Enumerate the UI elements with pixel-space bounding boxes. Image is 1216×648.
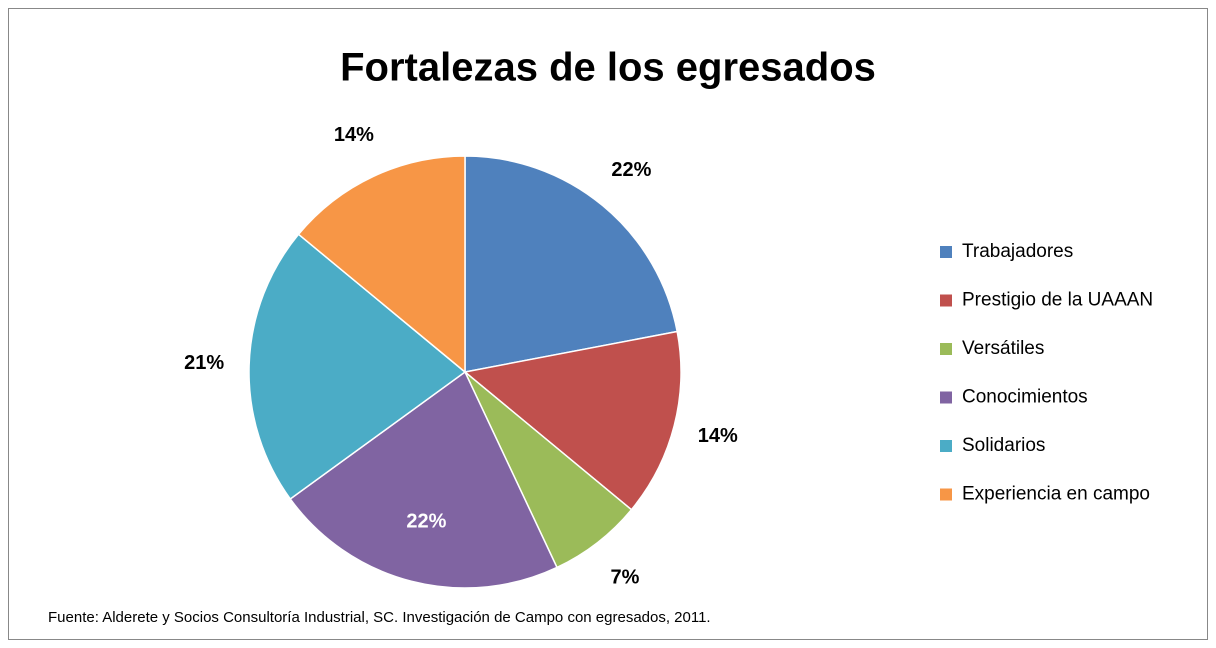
legend-swatch <box>940 488 952 501</box>
data-label: 22% <box>406 510 446 532</box>
legend-swatch <box>940 440 952 452</box>
data-label: 14% <box>698 425 738 447</box>
pie-slice <box>464 155 679 373</box>
pie-slice <box>297 155 466 374</box>
chart-title: Fortalezas de los egresados <box>340 46 876 90</box>
data-label: 21% <box>184 352 224 374</box>
legend-label: Prestigio de la UAAAN <box>962 290 1153 311</box>
data-label: 14% <box>334 124 374 146</box>
legend-label: Versátiles <box>962 338 1044 359</box>
data-label: 7% <box>611 567 640 589</box>
legend-swatch <box>940 391 952 404</box>
pie-slice <box>463 330 682 511</box>
legend-label: Experiencia en campo <box>962 484 1150 505</box>
pie-slice <box>248 233 467 501</box>
legend-label: Solidarios <box>962 435 1045 456</box>
legend-label: Conocimientos <box>962 387 1088 408</box>
source-note: Fuente: Alderete y Socios Consultoría In… <box>48 609 711 626</box>
legend-label: Trabajadores <box>962 241 1073 262</box>
legend-swatch <box>940 246 952 258</box>
pie-slice <box>289 370 558 589</box>
data-label: 22% <box>611 159 651 181</box>
legend-swatch <box>940 294 952 307</box>
legend-swatch <box>940 343 952 355</box>
